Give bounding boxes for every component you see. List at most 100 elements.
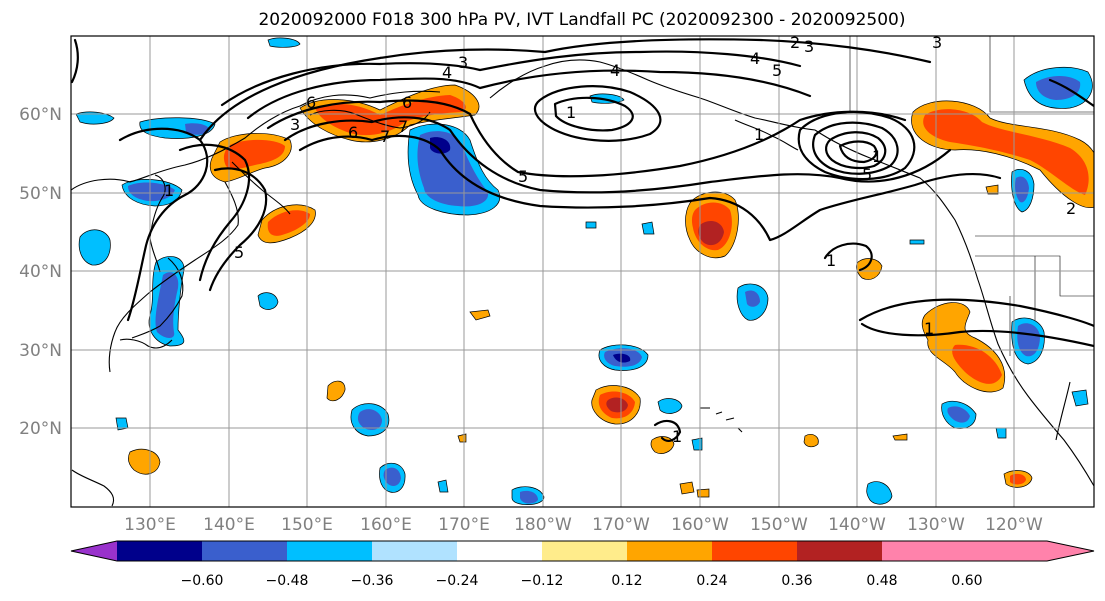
contour-label: 5 bbox=[862, 165, 872, 184]
lon-label: 170°E bbox=[438, 515, 490, 535]
shade-positive-strong bbox=[315, 95, 466, 136]
contour-label: 3 bbox=[458, 53, 468, 72]
longitude-labels: 130°E 140°E 150°E 160°E 170°E 180°W 170°… bbox=[124, 515, 1043, 535]
colorbar-segment bbox=[712, 541, 797, 561]
shade-negative bbox=[585, 221, 597, 229]
contour-line bbox=[178, 143, 250, 282]
contour-label: 3 bbox=[290, 115, 300, 134]
contour-label: 5 bbox=[518, 167, 528, 186]
lat-label: 30°N bbox=[19, 341, 62, 361]
colorbar-tick-label: −0.12 bbox=[521, 573, 564, 589]
graticule bbox=[71, 36, 1094, 507]
contour-label: 1 bbox=[826, 251, 836, 270]
coastline-asia-south bbox=[71, 469, 115, 507]
colorbar-segment bbox=[882, 541, 967, 561]
contour-label: 1 bbox=[672, 427, 682, 446]
contour-line bbox=[220, 50, 802, 107]
contour-line bbox=[823, 242, 873, 272]
lon-label: 160°W bbox=[671, 515, 729, 535]
contour-label: 1 bbox=[924, 319, 934, 338]
contour-line bbox=[246, 69, 812, 120]
shade-negative-strong bbox=[185, 123, 210, 135]
lat-label: 60°N bbox=[19, 105, 62, 125]
shaded-field bbox=[75, 37, 1094, 505]
coastline-asia bbox=[71, 90, 441, 191]
lon-label: 170°W bbox=[592, 515, 650, 535]
coastline-alaska bbox=[489, 59, 816, 131]
shade-positive-strong bbox=[952, 344, 1002, 384]
shade-negative-strong bbox=[1015, 176, 1029, 203]
shade-positive bbox=[469, 309, 491, 321]
shade-negative bbox=[75, 111, 115, 125]
lon-label: 120°W bbox=[985, 515, 1043, 535]
contour-label: 1 bbox=[872, 147, 882, 166]
contour-line bbox=[653, 419, 682, 442]
colorbar-tick-label: −0.48 bbox=[266, 573, 309, 589]
lat-label: 40°N bbox=[19, 262, 62, 282]
lon-label: 130°E bbox=[124, 515, 176, 535]
coastline-north-america bbox=[814, 129, 1094, 487]
contour-line bbox=[283, 116, 952, 194]
contour-line bbox=[812, 121, 899, 175]
contour-label: 6 bbox=[348, 123, 358, 142]
shade-negative-strong bbox=[1017, 323, 1040, 357]
coastline-sakhalin bbox=[149, 174, 166, 273]
shade-negative-strong bbox=[357, 409, 382, 430]
contour-label: 3 bbox=[932, 33, 942, 52]
shade-negative bbox=[641, 221, 655, 235]
coastline-kamchatka bbox=[309, 109, 431, 129]
coastline-japan bbox=[119, 338, 173, 349]
lat-label: 50°N bbox=[19, 184, 62, 204]
shade-negative bbox=[437, 479, 449, 493]
colorbar-tick-label: 0.12 bbox=[611, 573, 642, 589]
contour-line bbox=[553, 96, 634, 132]
lon-label: 150°E bbox=[281, 515, 333, 535]
contour-label: 7 bbox=[380, 127, 390, 146]
contour-line bbox=[860, 322, 1094, 348]
shade-positive bbox=[803, 434, 819, 448]
contour-label: 1 bbox=[164, 181, 174, 200]
shade-negative-stronger bbox=[613, 353, 631, 363]
colorbar-segment bbox=[372, 541, 457, 561]
contour-line bbox=[825, 131, 887, 170]
contour-line bbox=[797, 111, 916, 181]
shade-positive-stronger bbox=[606, 397, 628, 413]
colorbar-tick-label: 0.60 bbox=[951, 573, 982, 589]
colorbar-segment bbox=[117, 541, 202, 561]
contour-line bbox=[298, 134, 1002, 242]
contour-line bbox=[198, 38, 932, 142]
shade-negative bbox=[657, 398, 683, 414]
colorbar-outline bbox=[70, 540, 1095, 562]
shade-negative bbox=[257, 292, 279, 310]
contour-label: 6 bbox=[402, 93, 412, 112]
coastline-asia bbox=[108, 181, 239, 373]
colorbar-tick-label: −0.60 bbox=[181, 573, 224, 589]
coastline-baja bbox=[1055, 381, 1071, 441]
contour-label: 7 bbox=[398, 117, 408, 136]
lon-label: 160°E bbox=[360, 515, 412, 535]
contour-line bbox=[118, 127, 209, 322]
colorbar-segment bbox=[967, 541, 1047, 561]
contour-label: 1 bbox=[754, 125, 764, 144]
figure-title: 2020092000 F018 300 hPa PV, IVT Landfall… bbox=[258, 10, 905, 30]
map-frame bbox=[70, 35, 1095, 508]
colorbar: −0.60 −0.48 −0.36 −0.24 −0.12 0.12 0.24 … bbox=[70, 540, 1095, 589]
contour-label: 5 bbox=[234, 243, 244, 262]
lon-label: 150°W bbox=[750, 515, 808, 535]
shade-positive-strong bbox=[923, 109, 1089, 195]
shade-positive bbox=[696, 488, 710, 498]
contour-label: 4 bbox=[750, 49, 760, 68]
shade-negative bbox=[909, 239, 925, 245]
shade-negative-strong bbox=[383, 467, 401, 486]
contour-line bbox=[1048, 78, 1094, 108]
contour-label: 2 bbox=[1066, 199, 1076, 218]
map-panel: 3 4 5 6 7 6 4 3 5 4 3 2 3 5 1 7 6 5 1 1 bbox=[70, 33, 1095, 508]
shade-negative bbox=[78, 229, 111, 266]
coastlines bbox=[71, 59, 1094, 507]
contour-line bbox=[266, 99, 907, 178]
shade-negative bbox=[995, 427, 1007, 439]
colorbar-tick-label: 0.24 bbox=[696, 573, 727, 589]
contour-label: 2 bbox=[790, 33, 800, 52]
coastline-japan bbox=[131, 257, 184, 339]
lat-label: 20°N bbox=[19, 419, 62, 439]
